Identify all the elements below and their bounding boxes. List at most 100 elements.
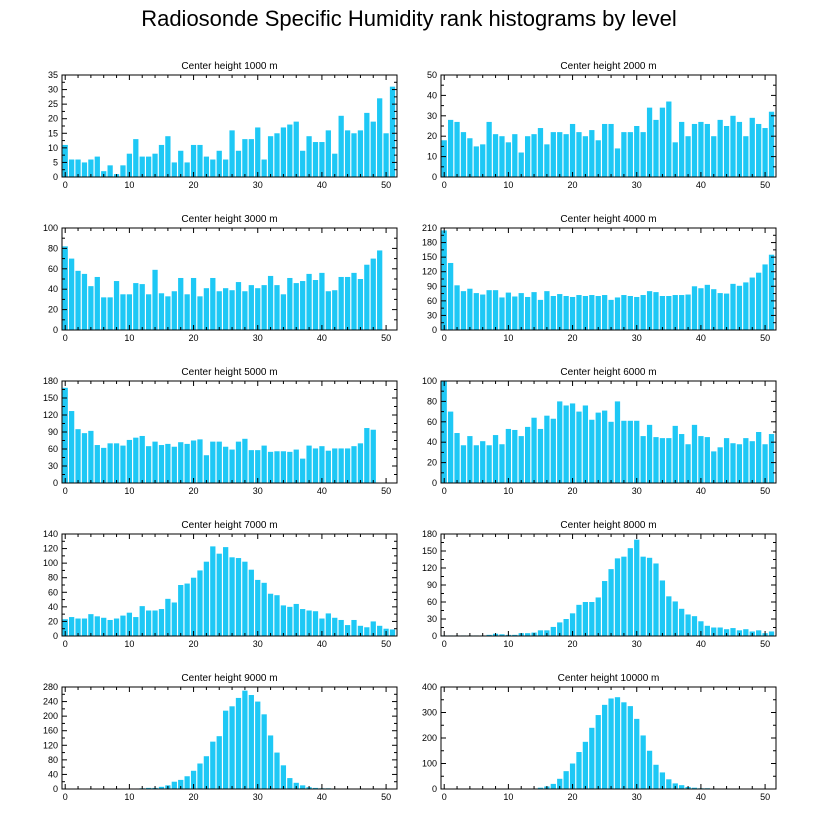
histogram-bar	[248, 695, 254, 789]
histogram-bar	[550, 296, 556, 330]
histogram-bar	[492, 134, 499, 177]
histogram-bar	[595, 140, 601, 177]
histogram-bar	[634, 126, 640, 177]
histogram-bar	[627, 706, 633, 789]
histogram-bar	[377, 250, 383, 330]
histogram-panel-10: Center height 10000 m 0 100 200 300 400 0 10 20 3…	[422, 673, 777, 802]
histogram-bar	[608, 569, 614, 636]
x-tick-label: 50	[760, 486, 770, 496]
histogram-bar	[749, 441, 755, 483]
histogram-bar	[717, 447, 723, 483]
histogram-bar	[653, 119, 659, 177]
y-tick-label: 0	[432, 172, 437, 182]
histogram-bar	[319, 142, 325, 177]
histogram-bar	[563, 619, 569, 636]
histogram-bar	[338, 276, 344, 330]
histogram-bar	[730, 115, 736, 177]
x-tick-label: 20	[568, 639, 578, 649]
histogram-bar	[486, 445, 492, 483]
histogram-bar	[338, 448, 344, 483]
histogram-bar	[293, 121, 299, 177]
histogram-bar	[152, 269, 158, 330]
y-tick-label: 120	[43, 410, 58, 420]
histogram-bar	[190, 277, 197, 330]
histogram-bar	[306, 610, 312, 636]
x-tick-label: 0	[442, 180, 447, 190]
y-tick-label: 30	[427, 310, 437, 320]
histogram-bar	[68, 159, 75, 177]
histogram-bar	[589, 130, 595, 177]
histogram-bar	[248, 569, 254, 636]
histogram-bar	[672, 601, 678, 636]
histogram-bar	[184, 443, 190, 483]
histogram-bar	[730, 283, 736, 330]
y-tick-label: 0	[53, 172, 58, 182]
histogram-bar	[672, 142, 678, 177]
histogram-bar	[589, 602, 595, 636]
y-tick-label: 0	[432, 631, 437, 641]
histogram-bar	[377, 625, 383, 636]
histogram-bar	[602, 581, 608, 636]
x-tick-label: 20	[189, 486, 199, 496]
histogram-bar	[717, 627, 723, 636]
histogram-bar	[711, 289, 717, 330]
histogram-bar	[602, 295, 608, 330]
histogram-panel-5: Center height 5000 m 0 30 60 90 120 150 180 0 10 2…	[43, 367, 398, 496]
histogram-panel-7: Center height 7000 m 0 20 40 60 80 100 120 140 0 1…	[43, 520, 398, 649]
histogram-bar	[614, 697, 621, 789]
histogram-bar	[505, 142, 512, 177]
histogram-bar	[242, 690, 248, 789]
histogram-bar	[280, 127, 287, 177]
y-tick-label: 30	[427, 111, 437, 121]
histogram-bar	[608, 123, 614, 177]
histogram-bar	[768, 434, 775, 483]
histogram-bar	[646, 291, 653, 330]
histogram-bar	[248, 450, 254, 483]
histogram-bar	[383, 133, 389, 177]
histogram-bar	[467, 288, 473, 330]
histogram-bar	[691, 424, 698, 483]
histogram-bar	[280, 451, 287, 483]
histogram-bar	[460, 291, 467, 330]
histogram-bar	[229, 290, 235, 330]
histogram-bar	[146, 446, 152, 483]
histogram-bar	[711, 136, 717, 177]
histogram-bar	[576, 411, 582, 483]
histogram-bar	[101, 447, 107, 483]
histogram-bar	[454, 285, 460, 330]
histogram-bar	[505, 428, 512, 483]
histogram-bar	[139, 156, 145, 177]
x-tick-label: 40	[696, 486, 706, 496]
histogram-bar	[634, 296, 640, 330]
histogram-bar	[68, 411, 75, 483]
histogram-bar	[267, 136, 274, 177]
histogram-bar	[325, 291, 331, 330]
y-tick-label: 20	[48, 616, 58, 626]
histogram-bar	[614, 401, 621, 483]
y-tick-label: 120	[422, 267, 437, 277]
histogram-bar	[634, 539, 640, 636]
histogram-bar	[293, 782, 299, 789]
histogram-bar	[447, 262, 454, 330]
histogram-bar	[480, 441, 486, 483]
histogram-bar	[531, 417, 537, 483]
histogram-bar	[203, 288, 210, 330]
x-tick-label: 30	[253, 180, 263, 190]
histogram-bar	[492, 290, 499, 330]
histogram-bar	[178, 585, 184, 636]
histogram-bar	[120, 294, 126, 330]
histogram-bar	[101, 617, 107, 636]
histogram-bar	[756, 630, 762, 636]
histogram-bar	[312, 611, 319, 636]
histogram-bar	[653, 437, 659, 483]
y-tick-label: 30	[427, 614, 437, 624]
x-tick-label: 30	[632, 486, 642, 496]
histogram-bar	[698, 621, 704, 636]
histogram-bar	[94, 445, 100, 483]
histogram-bar	[300, 281, 306, 330]
histogram-bar	[88, 286, 94, 330]
histogram-bar	[557, 401, 563, 483]
histogram-bar	[152, 441, 158, 483]
histogram-bar	[235, 558, 242, 636]
histogram-bar	[441, 140, 447, 177]
